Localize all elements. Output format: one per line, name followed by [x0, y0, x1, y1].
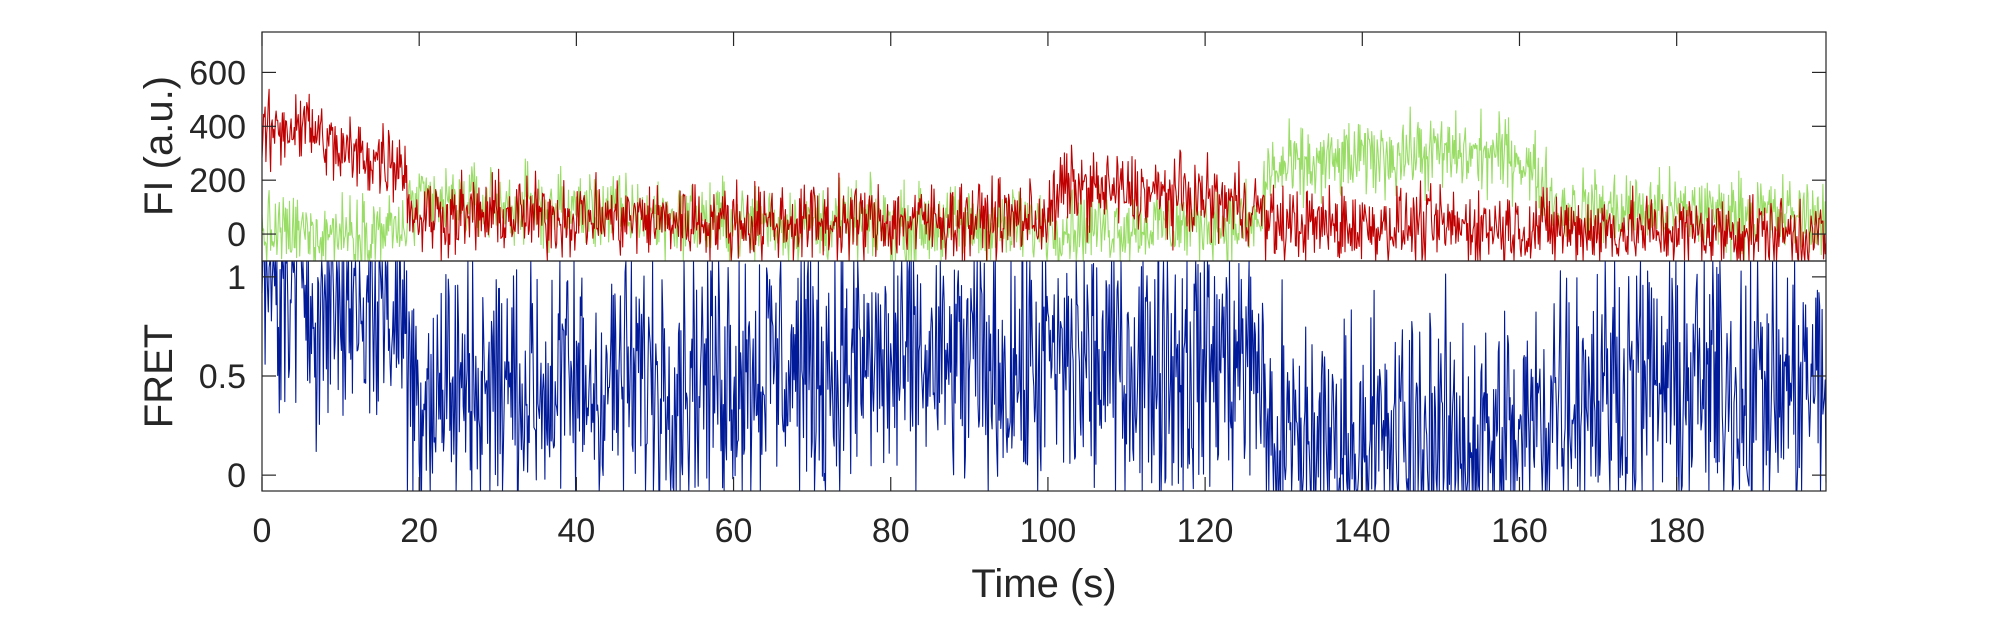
- x-tick-label: 0: [253, 512, 272, 550]
- trace-line-1-0: [261, 260, 1827, 492]
- x-tick-label: 80: [872, 512, 910, 550]
- time-x-axis-title: Time (s): [971, 562, 1116, 606]
- x-tick-label: 160: [1491, 512, 1548, 550]
- x-tick-label: 40: [557, 512, 595, 550]
- fret-y-ticks: 00.51: [199, 259, 1826, 495]
- x-tick-label: 60: [715, 512, 753, 550]
- y-tick-label: 600: [189, 54, 246, 92]
- x-tick-label: 180: [1648, 512, 1705, 550]
- x-tick-label: 120: [1177, 512, 1234, 550]
- y-tick-label: 200: [189, 162, 246, 200]
- fret-series-group: [261, 260, 1827, 492]
- time-x-ticks: 0 20 40 60 80 100 120 140 160 180: [253, 32, 1705, 550]
- x-tick-label: 100: [1020, 512, 1077, 550]
- y-tick-label: 400: [189, 108, 246, 146]
- fluorescence-y-ticks: 0 200 400 600: [189, 54, 1826, 254]
- fret-y-axis-title: FRET: [137, 324, 181, 428]
- y-tick-label: 1: [227, 259, 246, 297]
- y-tick-label: 0: [227, 216, 246, 254]
- x-tick-label: 140: [1334, 512, 1391, 550]
- y-tick-label: 0: [227, 457, 246, 495]
- fluorescence-panel: 0 200 400 600 FI (a.u.): [137, 31, 1827, 262]
- fluorescence-series-group: [261, 88, 1827, 262]
- trace-line-0-1: [261, 88, 1827, 262]
- fret-panel: 00.51 0 20 40 60 80 100 120 140 160 180 FRET Time…: [137, 32, 1827, 606]
- fluorescence-y-axis-title: FI (a.u.): [137, 76, 181, 216]
- x-tick-label: 20: [400, 512, 438, 550]
- y-tick-label: 0.5: [199, 358, 246, 396]
